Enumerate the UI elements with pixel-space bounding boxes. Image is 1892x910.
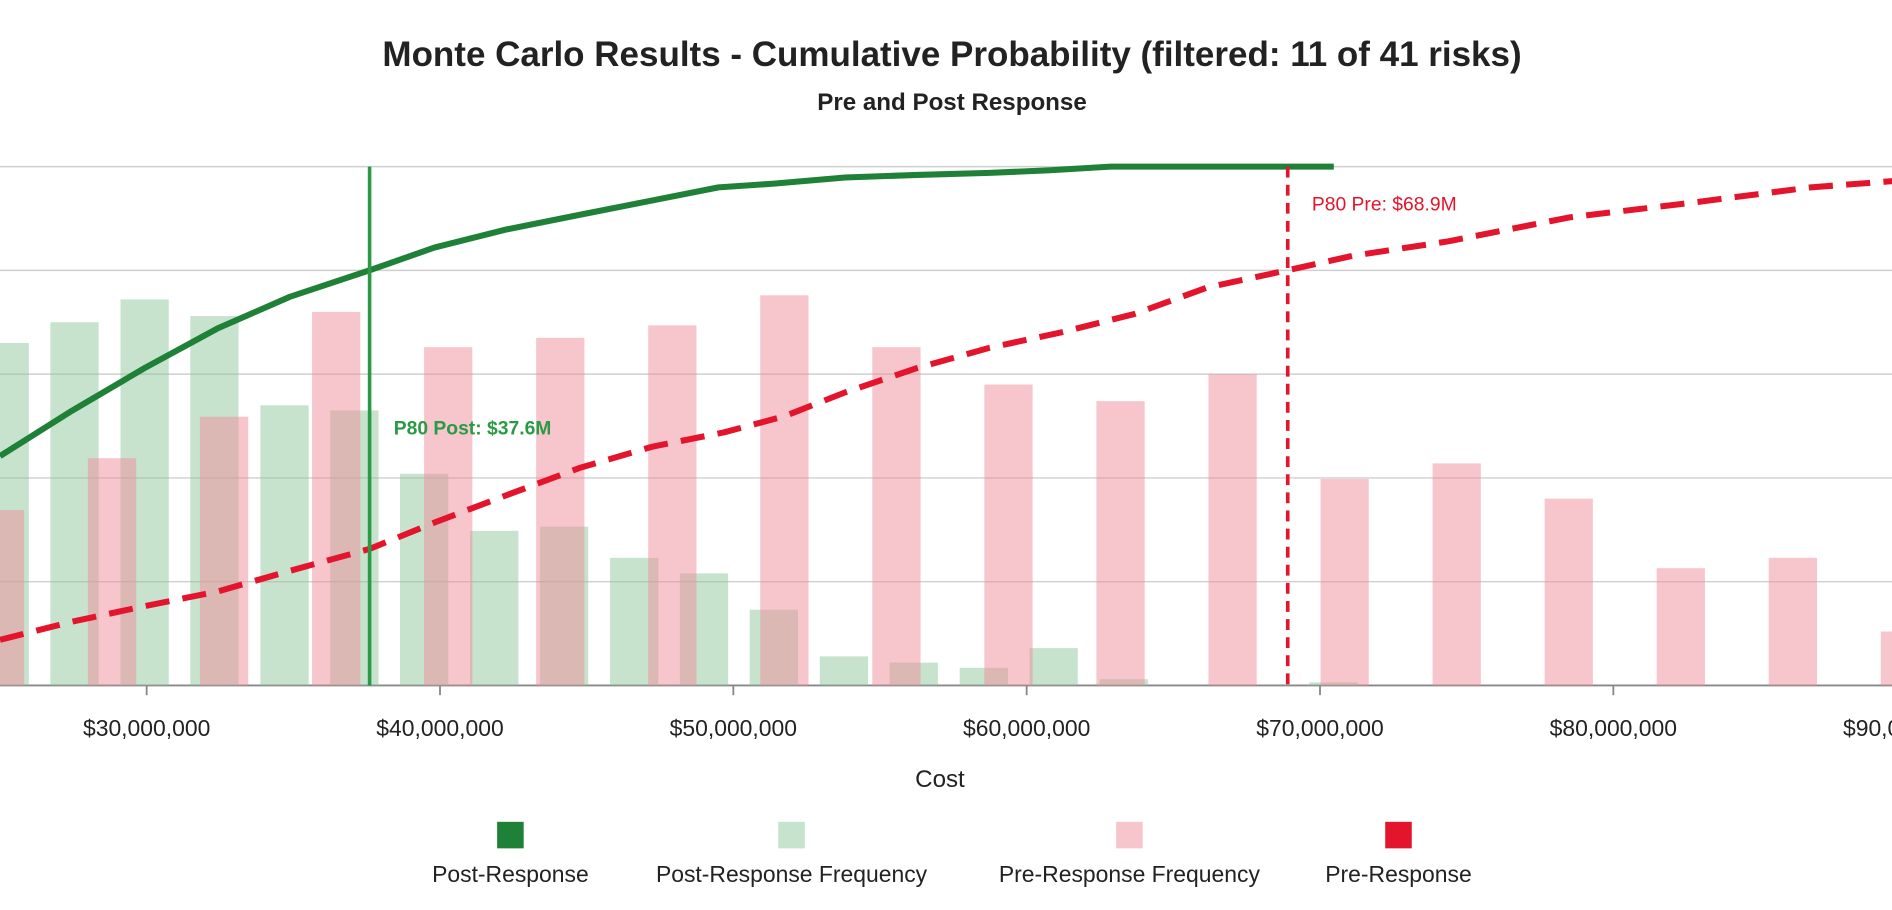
histogram-bar <box>1208 374 1257 686</box>
histogram-bar <box>1320 478 1369 686</box>
histogram-bar <box>1656 568 1705 686</box>
histogram-bar <box>0 510 25 686</box>
x-axis-label: Cost <box>915 766 965 793</box>
histogram-bar <box>1880 631 1892 686</box>
legend-label: Post-Response <box>432 861 589 887</box>
x-tick-label: $90,000,000 <box>1843 715 1892 741</box>
histogram-bar <box>312 311 361 686</box>
legend-swatch <box>497 821 524 849</box>
histogram-bar <box>872 347 921 686</box>
histogram-bar <box>1029 648 1078 686</box>
histogram-bar <box>760 295 809 686</box>
x-tick-label: $70,000,000 <box>1256 715 1383 741</box>
histogram-bar <box>470 530 519 686</box>
histogram-bar <box>87 458 137 686</box>
legend-swatch <box>1116 821 1143 849</box>
x-tick-label: $60,000,000 <box>963 715 1090 741</box>
histogram-bar <box>1768 557 1817 686</box>
x-tick-label: $30,000,000 <box>83 715 210 741</box>
histogram-bar <box>536 337 585 686</box>
histogram-bar <box>1096 401 1145 686</box>
legend-swatch <box>778 821 805 849</box>
chart-subtitle: Pre and Post Response <box>817 89 1086 116</box>
histogram-bar <box>1432 463 1481 686</box>
x-tick-label: $50,000,000 <box>670 715 797 741</box>
legend-label: Post-Response Frequency <box>656 861 928 887</box>
chart-title: Monte Carlo Results - Cumulative Probabi… <box>382 35 1521 74</box>
legend-swatch <box>1385 821 1412 849</box>
histogram-bar <box>199 416 249 686</box>
x-tick-label: $40,000,000 <box>376 715 503 741</box>
legend-label: Pre-Response Frequency <box>999 861 1261 887</box>
histogram-bar <box>984 384 1033 686</box>
cumulative-line <box>0 163 1334 459</box>
annotation-label: P80 Pre: $68.9M <box>1312 194 1457 215</box>
annotation-label: P80 Post: $37.6M <box>394 419 552 440</box>
histogram-bar <box>648 325 697 686</box>
histogram-bar <box>260 405 309 686</box>
histogram-bar <box>1544 498 1593 686</box>
x-tick-label: $80,000,000 <box>1550 715 1677 741</box>
legend-label: Pre-Response <box>1325 861 1471 887</box>
cumulative-line <box>0 178 1892 643</box>
histogram-bar <box>819 656 869 686</box>
